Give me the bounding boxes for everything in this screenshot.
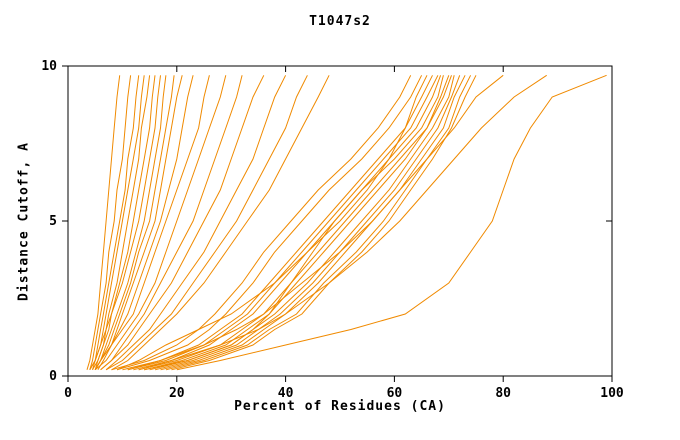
model-curve [122, 75, 433, 371]
model-curve [116, 75, 428, 371]
model-curve [138, 74, 547, 371]
model-curve [89, 75, 132, 370]
y-tick-label: 10 [41, 59, 57, 74]
x-tick-label: 80 [495, 386, 511, 401]
y-tick-label: 0 [49, 369, 57, 384]
model-curve [133, 75, 442, 371]
model-curve [94, 75, 227, 371]
chart-title: T1047s2 [309, 14, 371, 29]
model-curve [144, 75, 452, 371]
model-curve [94, 75, 210, 371]
model-curve [100, 75, 265, 371]
model-curve [97, 75, 183, 371]
y-tick-label: 5 [49, 214, 57, 229]
x-tick-label: 20 [169, 386, 185, 401]
model-curve [149, 75, 455, 371]
model-curve [94, 75, 167, 371]
x-axis-label: Percent of Residues (CA) [234, 399, 446, 414]
x-tick-label: 100 [600, 386, 624, 401]
x-tick-label: 0 [64, 386, 72, 401]
model-curve [176, 74, 607, 371]
model-curve [160, 75, 466, 371]
model-curve [154, 75, 461, 371]
model-curve [100, 75, 243, 371]
model-curve [94, 75, 175, 371]
model-curve [138, 75, 450, 371]
model-curve [111, 75, 330, 371]
model-curve [127, 74, 504, 371]
x-tick-label: 60 [387, 386, 403, 401]
model-curve [127, 75, 439, 371]
model-curve [89, 75, 140, 371]
model-curve [89, 75, 151, 371]
model-curve [171, 75, 477, 371]
model-curve [111, 75, 412, 371]
model-curve [105, 75, 308, 371]
model-curve [105, 75, 287, 371]
model-curve [116, 75, 423, 371]
model-curve [92, 75, 161, 371]
model-curve [165, 75, 472, 371]
x-tick-label: 40 [278, 386, 294, 401]
y-axis-label: Distance Cutoff, A [16, 142, 32, 301]
model-curve [86, 75, 121, 370]
